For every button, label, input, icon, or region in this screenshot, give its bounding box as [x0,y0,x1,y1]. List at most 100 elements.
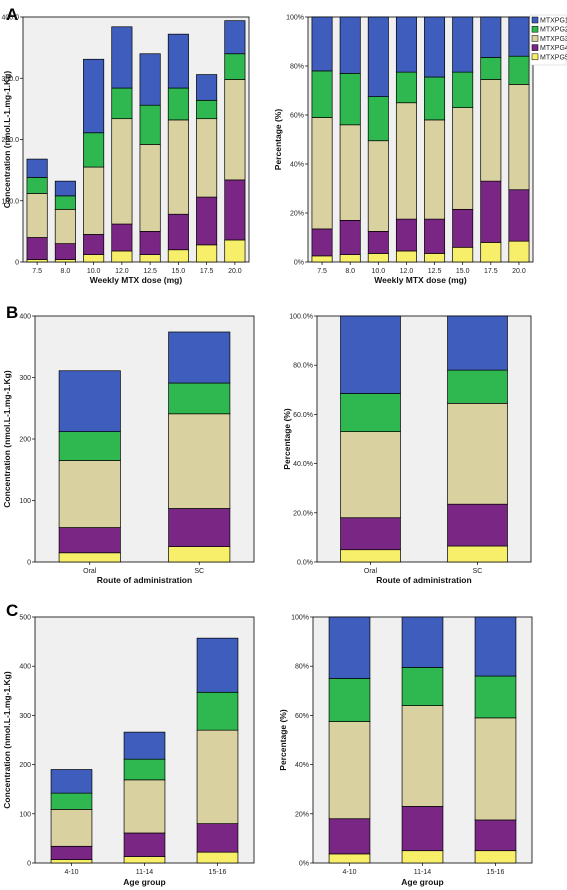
bar-segment-mtxpg2 [340,393,401,432]
y-tick-label: 100 [19,811,31,818]
bar-segment-mtxpg2 [480,57,502,80]
x-axis-title: Age group [123,877,166,887]
legend-swatch-mtxpg4 [531,44,539,51]
bar-segment-mtxpg4 [83,234,105,255]
bar-segment-mtxpg4 [167,213,189,251]
bar-segment-mtxpg3 [196,118,218,198]
y-axis-title: Percentage (%) [278,709,288,771]
bar-segment-mtxpg5 [224,239,246,263]
bar-segment-mtxpg3 [447,402,508,505]
chart-b-percentage: 0.0% 20.0% 40.0% 60.0% 80.0% 100.0% Oral SCRout… [282,314,532,585]
bar-segment-mtxpg5 [480,242,502,263]
bar-segment-mtxpg4 [328,818,371,855]
bar-segment-mtxpg1 [367,16,389,97]
bar-segment-mtxpg5 [196,244,218,263]
bar-segment-mtxpg1 [401,616,444,668]
y-axis-title: Concentration (nmol.L-1.mg-1.Kg) [2,370,12,508]
bar-segment-mtxpg4 [50,845,93,860]
bar-segment-mtxpg2 [452,71,474,109]
bar-segment-mtxpg3 [395,102,417,220]
bar-segment-mtxpg3 [111,118,133,225]
bar-segment-mtxpg3 [480,79,502,182]
bar-segment-mtxpg2 [58,431,121,461]
y-tick-label: 500 [19,615,31,622]
bar-segment-mtxpg1 [447,315,508,371]
bar-segment-mtxpg5 [83,254,105,263]
bar-segment-mtxpg4 [401,806,444,852]
y-tick-label: 20% [290,211,304,218]
bar-segment-mtxpg2 [168,382,231,415]
x-tick-label: 4-10 [342,869,356,876]
y-tick-label: 0 [15,260,19,267]
bar-segment-mtxpg5 [424,253,446,263]
bar-segment-mtxpg3 [58,460,121,528]
legend-swatch-mtxpg5 [531,53,539,61]
x-tick-label: 17.5 [200,268,214,275]
y-tick-label: 40% [295,762,309,769]
bar-segment-mtxpg4 [447,503,508,547]
y-tick-label: 200.0 [1,137,19,144]
bar-segment-mtxpg3 [83,166,105,235]
legend: MTXPG1 MTXPG2 MTXPG3 MTXPG4 MTXPG5 [529,14,567,66]
x-axis-title: Weekly MTX dose (mg) [374,275,467,285]
y-tick-label: 100% [286,15,304,22]
x-tick-label: 10.0 [372,268,386,275]
legend-label-mtxpg1: MTXPG1 [540,18,567,25]
chart-a-percentage: 0% 20% 40% 60% 80% 100% 7.5 8.0 10.0 12.0 12.5 15.0… [273,15,534,285]
bar-segment-mtxpg2 [395,71,417,104]
bar-segment-mtxpg5 [311,255,333,263]
chart-a-concentration: 0 100.0 200.0 300.0 400.0 7.5 8.0 10.0 12.0 12.5 1… [1,15,250,285]
y-tick-label: 0.0% [297,560,313,567]
x-axis-title: Route of administration [376,575,471,585]
bar-segment-mtxpg3 [167,119,189,215]
y-axis-title: Percentage (%) [273,109,283,171]
y-tick-label: 80% [295,664,309,671]
bar-segment-mtxpg2 [447,369,508,404]
y-tick-label: 400.0 [1,15,19,22]
bar-segment-mtxpg2 [339,72,361,126]
bar-segment-mtxpg5 [508,240,530,263]
bar-segment-mtxpg2 [26,177,48,194]
bar-segment-mtxpg1 [168,331,231,384]
y-tick-label: 40% [290,162,304,169]
bar-segment-mtxpg5 [395,250,417,263]
y-tick-label: 400 [19,664,31,671]
x-tick-label: SC [194,568,204,575]
x-axis-title: Route of administration [97,575,192,585]
x-axis-title: Weekly MTX dose (mg) [90,275,183,285]
y-tick-label: 20.0% [293,510,313,517]
bar-segment-mtxpg4 [123,832,166,857]
bar-segment-mtxpg4 [168,508,231,547]
bar-segment-mtxpg1 [139,53,161,106]
y-tick-label: 300 [19,375,31,382]
bar-segment-mtxpg5 [401,850,444,864]
bar-segment-mtxpg3 [452,107,474,210]
bar-segment-mtxpg1 [83,58,105,134]
bar-segment-mtxpg1 [474,616,517,677]
bar-segment-mtxpg5 [452,246,474,263]
x-tick-label: 17.5 [484,268,498,275]
y-tick-label: 60% [295,713,309,720]
x-tick-label: 12.0 [400,268,414,275]
bar-segment-mtxpg4 [139,231,161,255]
bar-segment-mtxpg4 [340,517,401,551]
legend-label-mtxpg5: MTXPG5 [540,54,567,61]
bar-segment-mtxpg1 [26,158,48,178]
bar-segment-mtxpg1 [224,20,246,55]
x-tick-label: 15-16 [487,869,505,876]
bar-segment-mtxpg3 [26,193,48,238]
bar-segment-mtxpg2 [54,195,76,210]
bar-segment-mtxpg5 [58,552,121,563]
bar-segment-mtxpg4 [395,218,417,252]
bar-segment-mtxpg1 [480,16,502,58]
bar-segment-mtxpg4 [367,231,389,254]
bar-segment-mtxpg5 [111,250,133,263]
bar-segment-mtxpg5 [167,249,189,263]
bar-segment-mtxpg5 [367,253,389,263]
bar-segment-mtxpg4 [480,180,502,243]
bar-segment-mtxpg5 [340,549,401,563]
bar-segment-mtxpg3 [328,721,371,820]
y-tick-label: 300.0 [1,76,19,83]
bar-segment-mtxpg3 [123,779,166,834]
